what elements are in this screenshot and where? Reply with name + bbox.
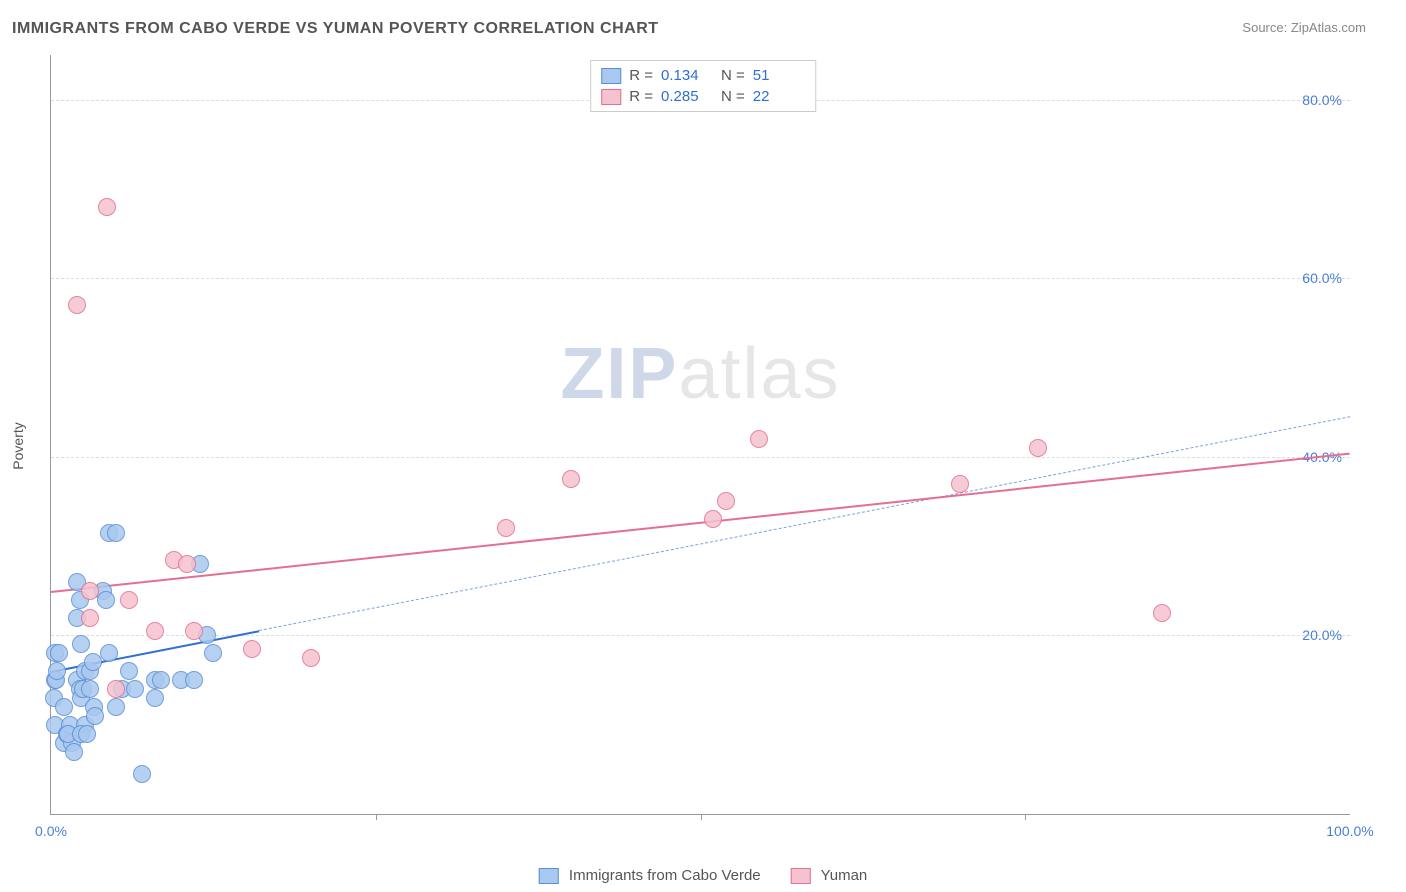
data-point bbox=[98, 198, 116, 216]
r-label: R = bbox=[629, 67, 653, 84]
data-point bbox=[81, 582, 99, 600]
data-point bbox=[243, 640, 261, 658]
gridline bbox=[51, 278, 1350, 279]
plot-area: ZIPatlas 20.0%40.0%60.0%80.0%0.0%100.0% bbox=[50, 55, 1350, 815]
data-point bbox=[704, 510, 722, 528]
data-point bbox=[717, 492, 735, 510]
chart-title: IMMIGRANTS FROM CABO VERDE VS YUMAN POVE… bbox=[12, 20, 659, 38]
r-value: 0.134 bbox=[661, 67, 713, 84]
legend-item-label: Immigrants from Cabo Verde bbox=[569, 867, 761, 884]
data-point bbox=[1153, 604, 1171, 622]
x-tick-minor bbox=[701, 814, 702, 820]
data-point bbox=[204, 644, 222, 662]
data-point bbox=[146, 689, 164, 707]
watermark: ZIPatlas bbox=[560, 333, 840, 415]
data-point bbox=[185, 622, 203, 640]
source-label: Source: bbox=[1242, 20, 1287, 35]
y-tick-label: 60.0% bbox=[1302, 270, 1342, 286]
y-tick-label: 20.0% bbox=[1302, 627, 1342, 643]
y-tick-label: 80.0% bbox=[1302, 92, 1342, 108]
data-point bbox=[84, 653, 102, 671]
trend-line bbox=[51, 452, 1350, 592]
trend-line bbox=[259, 417, 1350, 632]
data-point bbox=[65, 743, 83, 761]
correlation-legend: R = 0.134 N = 51 R = 0.285 N = 22 bbox=[590, 60, 816, 112]
x-tick-minor bbox=[376, 814, 377, 820]
data-point bbox=[50, 644, 68, 662]
correlation-legend-row: R = 0.134 N = 51 bbox=[601, 65, 805, 86]
legend-item: Yuman bbox=[791, 867, 868, 884]
data-point bbox=[55, 698, 73, 716]
legend-item-label: Yuman bbox=[821, 867, 868, 884]
data-point bbox=[178, 555, 196, 573]
data-point bbox=[562, 470, 580, 488]
legend-item: Immigrants from Cabo Verde bbox=[539, 867, 761, 884]
data-point bbox=[750, 430, 768, 448]
x-tick-label: 100.0% bbox=[1326, 823, 1373, 839]
legend-swatch bbox=[791, 868, 811, 884]
y-axis-label: Poverty bbox=[10, 422, 26, 469]
data-point bbox=[152, 671, 170, 689]
data-point bbox=[107, 698, 125, 716]
legend-swatch bbox=[601, 68, 621, 84]
data-point bbox=[302, 649, 320, 667]
x-tick-minor bbox=[1025, 814, 1026, 820]
gridline bbox=[51, 457, 1350, 458]
data-point bbox=[97, 591, 115, 609]
data-point bbox=[951, 475, 969, 493]
data-point bbox=[185, 671, 203, 689]
x-tick-label: 0.0% bbox=[35, 823, 67, 839]
data-point bbox=[81, 680, 99, 698]
r-label: R = bbox=[629, 88, 653, 105]
n-value: 22 bbox=[753, 88, 805, 105]
data-point bbox=[133, 765, 151, 783]
source-attribution: Source: ZipAtlas.com bbox=[1242, 20, 1366, 35]
n-label: N = bbox=[721, 67, 745, 84]
n-label: N = bbox=[721, 88, 745, 105]
correlation-legend-row: R = 0.285 N = 22 bbox=[601, 86, 805, 107]
r-value: 0.285 bbox=[661, 88, 713, 105]
legend-swatch bbox=[601, 89, 621, 105]
data-point bbox=[107, 680, 125, 698]
data-point bbox=[68, 296, 86, 314]
data-point bbox=[120, 591, 138, 609]
watermark-part-2: atlas bbox=[678, 334, 840, 414]
series-legend: Immigrants from Cabo Verde Yuman bbox=[539, 867, 868, 884]
data-point bbox=[48, 662, 66, 680]
gridline bbox=[51, 635, 1350, 636]
n-value: 51 bbox=[753, 67, 805, 84]
data-point bbox=[86, 707, 104, 725]
data-point bbox=[120, 662, 138, 680]
data-point bbox=[81, 609, 99, 627]
watermark-part-1: ZIP bbox=[560, 334, 678, 414]
data-point bbox=[72, 635, 90, 653]
data-point bbox=[146, 622, 164, 640]
source-name: ZipAtlas.com bbox=[1291, 20, 1366, 35]
data-point bbox=[497, 519, 515, 537]
data-point bbox=[126, 680, 144, 698]
legend-swatch bbox=[539, 868, 559, 884]
data-point bbox=[100, 644, 118, 662]
data-point bbox=[78, 725, 96, 743]
data-point bbox=[107, 524, 125, 542]
chart-container: IMMIGRANTS FROM CABO VERDE VS YUMAN POVE… bbox=[0, 0, 1406, 892]
data-point bbox=[1029, 439, 1047, 457]
